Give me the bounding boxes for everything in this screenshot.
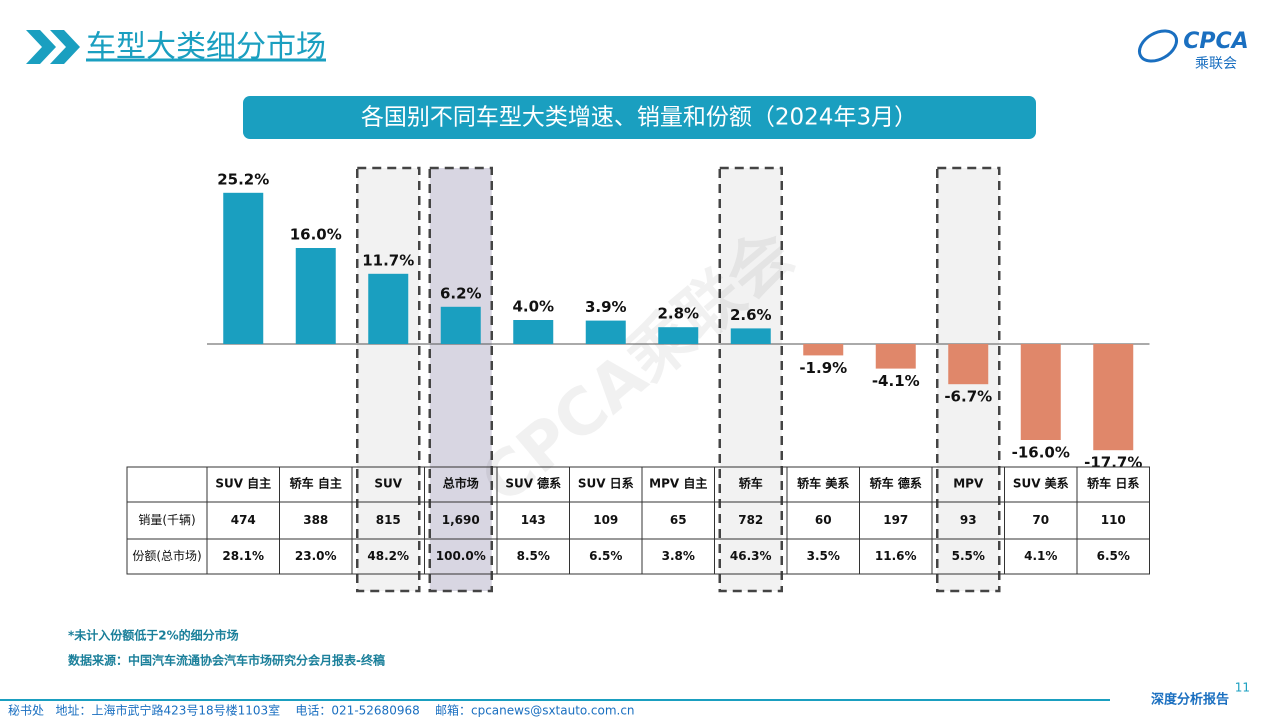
table-cell: 3.5% [807,549,840,563]
value-label: -1.9% [799,359,847,377]
chart-title: 各国别不同车型大类增速、销量和份额（2024年3月） [361,105,917,131]
value-label: 11.7% [362,251,414,269]
bar [295,248,336,344]
column-header: 轿车 [739,476,763,491]
column-header: 轿车 德系 [870,476,922,491]
column-header: MPV [953,477,984,491]
table-cell: 60 [815,513,832,527]
page-number: 11 [1235,681,1250,695]
chevron-icon [26,30,80,64]
value-label: 2.8% [657,305,699,323]
bar [368,273,409,344]
value-label: 6.2% [440,284,482,302]
value-label: 25.2% [217,170,269,188]
value-label: -4.1% [872,372,920,390]
row-label: 份额(总市场) [132,548,201,563]
table-cell: 4.1% [1024,549,1057,563]
table-cell: 3.8% [662,549,695,563]
column-header: MPV 自主 [649,476,707,491]
note: 数据来源：中国汽车流通协会汽车市场研究分会月报表-终稿 [68,653,385,668]
value-label: 16.0% [290,226,342,244]
table-cell: 143 [521,513,546,527]
bar [875,344,916,369]
table-cell: 65 [670,513,687,527]
report-label: 深度分析报告 [1151,692,1229,708]
table-cell: 93 [960,513,977,527]
table-cell: 474 [231,513,256,527]
table-cell: 70 [1032,513,1049,527]
table-cell: 100.0% [436,549,486,563]
bar [1020,344,1061,440]
column-header: SUV 美系 [1013,476,1069,491]
column-header: 总市场 [443,476,479,491]
highlight-box [428,166,493,593]
column-header: 轿车 美系 [797,476,849,491]
table-cell: 5.5% [952,549,985,563]
table-cell: 28.1% [222,549,264,563]
bar [658,327,699,344]
value-label: -6.7% [944,388,992,406]
table-cell: 11.6% [875,549,917,563]
column-header: SUV 德系 [505,476,561,491]
bar [585,320,626,344]
logo-subtitle: 乘联会 [1195,56,1237,72]
value-label: -16.0% [1012,444,1070,462]
row-label: 销量(千辆) [138,513,195,527]
highlight-box [936,166,1001,593]
logo-swirl [1138,29,1178,63]
slide-title: 车型大类细分市场 [86,30,326,65]
bar [223,192,264,344]
table-cell: 110 [1101,513,1126,527]
logo-text: CPCA [1183,29,1248,54]
bar [948,344,989,385]
footer-address: 秘书处 地址：上海市武宁路423号18号楼1103室 电话：021-526809… [8,703,635,718]
table-cell: 6.5% [1097,549,1130,563]
table-cell: 46.3% [730,549,772,563]
value-label: 2.6% [730,306,772,324]
column-header: SUV 自主 [215,476,271,491]
value-label: 3.9% [585,298,627,316]
table-cell: 6.5% [589,549,622,563]
table-cell: 388 [303,513,328,527]
column-header: SUV [374,477,402,491]
value-label: -17.7% [1084,454,1142,472]
column-header: 轿车 日系 [1087,476,1139,491]
table-cell: 48.2% [367,549,409,563]
table-cell: 1,690 [442,513,480,527]
table-cell: 23.0% [295,549,337,563]
highlights [356,166,1001,593]
column-header: SUV 日系 [578,476,634,491]
bar [513,320,554,344]
bar [1093,344,1134,451]
bar [730,328,771,344]
table-cell: 109 [593,513,618,527]
table: SUV 自主 轿车 自主 SUV 总市场 SUV 德系 SUV 日系 MPV 自主 轿车 轿车 … [126,466,1150,575]
plot: 25.2% 16.0% 11.7% 6.2% 4.0% 3.9% 2.8% 2.6% -1.9%… [207,170,1150,472]
highlight-box [356,166,421,593]
chart-title-banner [243,96,1036,139]
note: *未计入份额低于2%的细分市场 [68,628,239,643]
column-header: 轿车 自主 [290,476,342,491]
value-label: 4.0% [512,298,554,316]
table-cell: 8.5% [517,549,550,563]
bar [440,306,481,344]
table-cell: 815 [376,513,401,527]
bar [803,344,844,356]
highlight-box [718,166,783,593]
table-cell: 782 [738,513,763,527]
table-cell: 197 [883,513,908,527]
